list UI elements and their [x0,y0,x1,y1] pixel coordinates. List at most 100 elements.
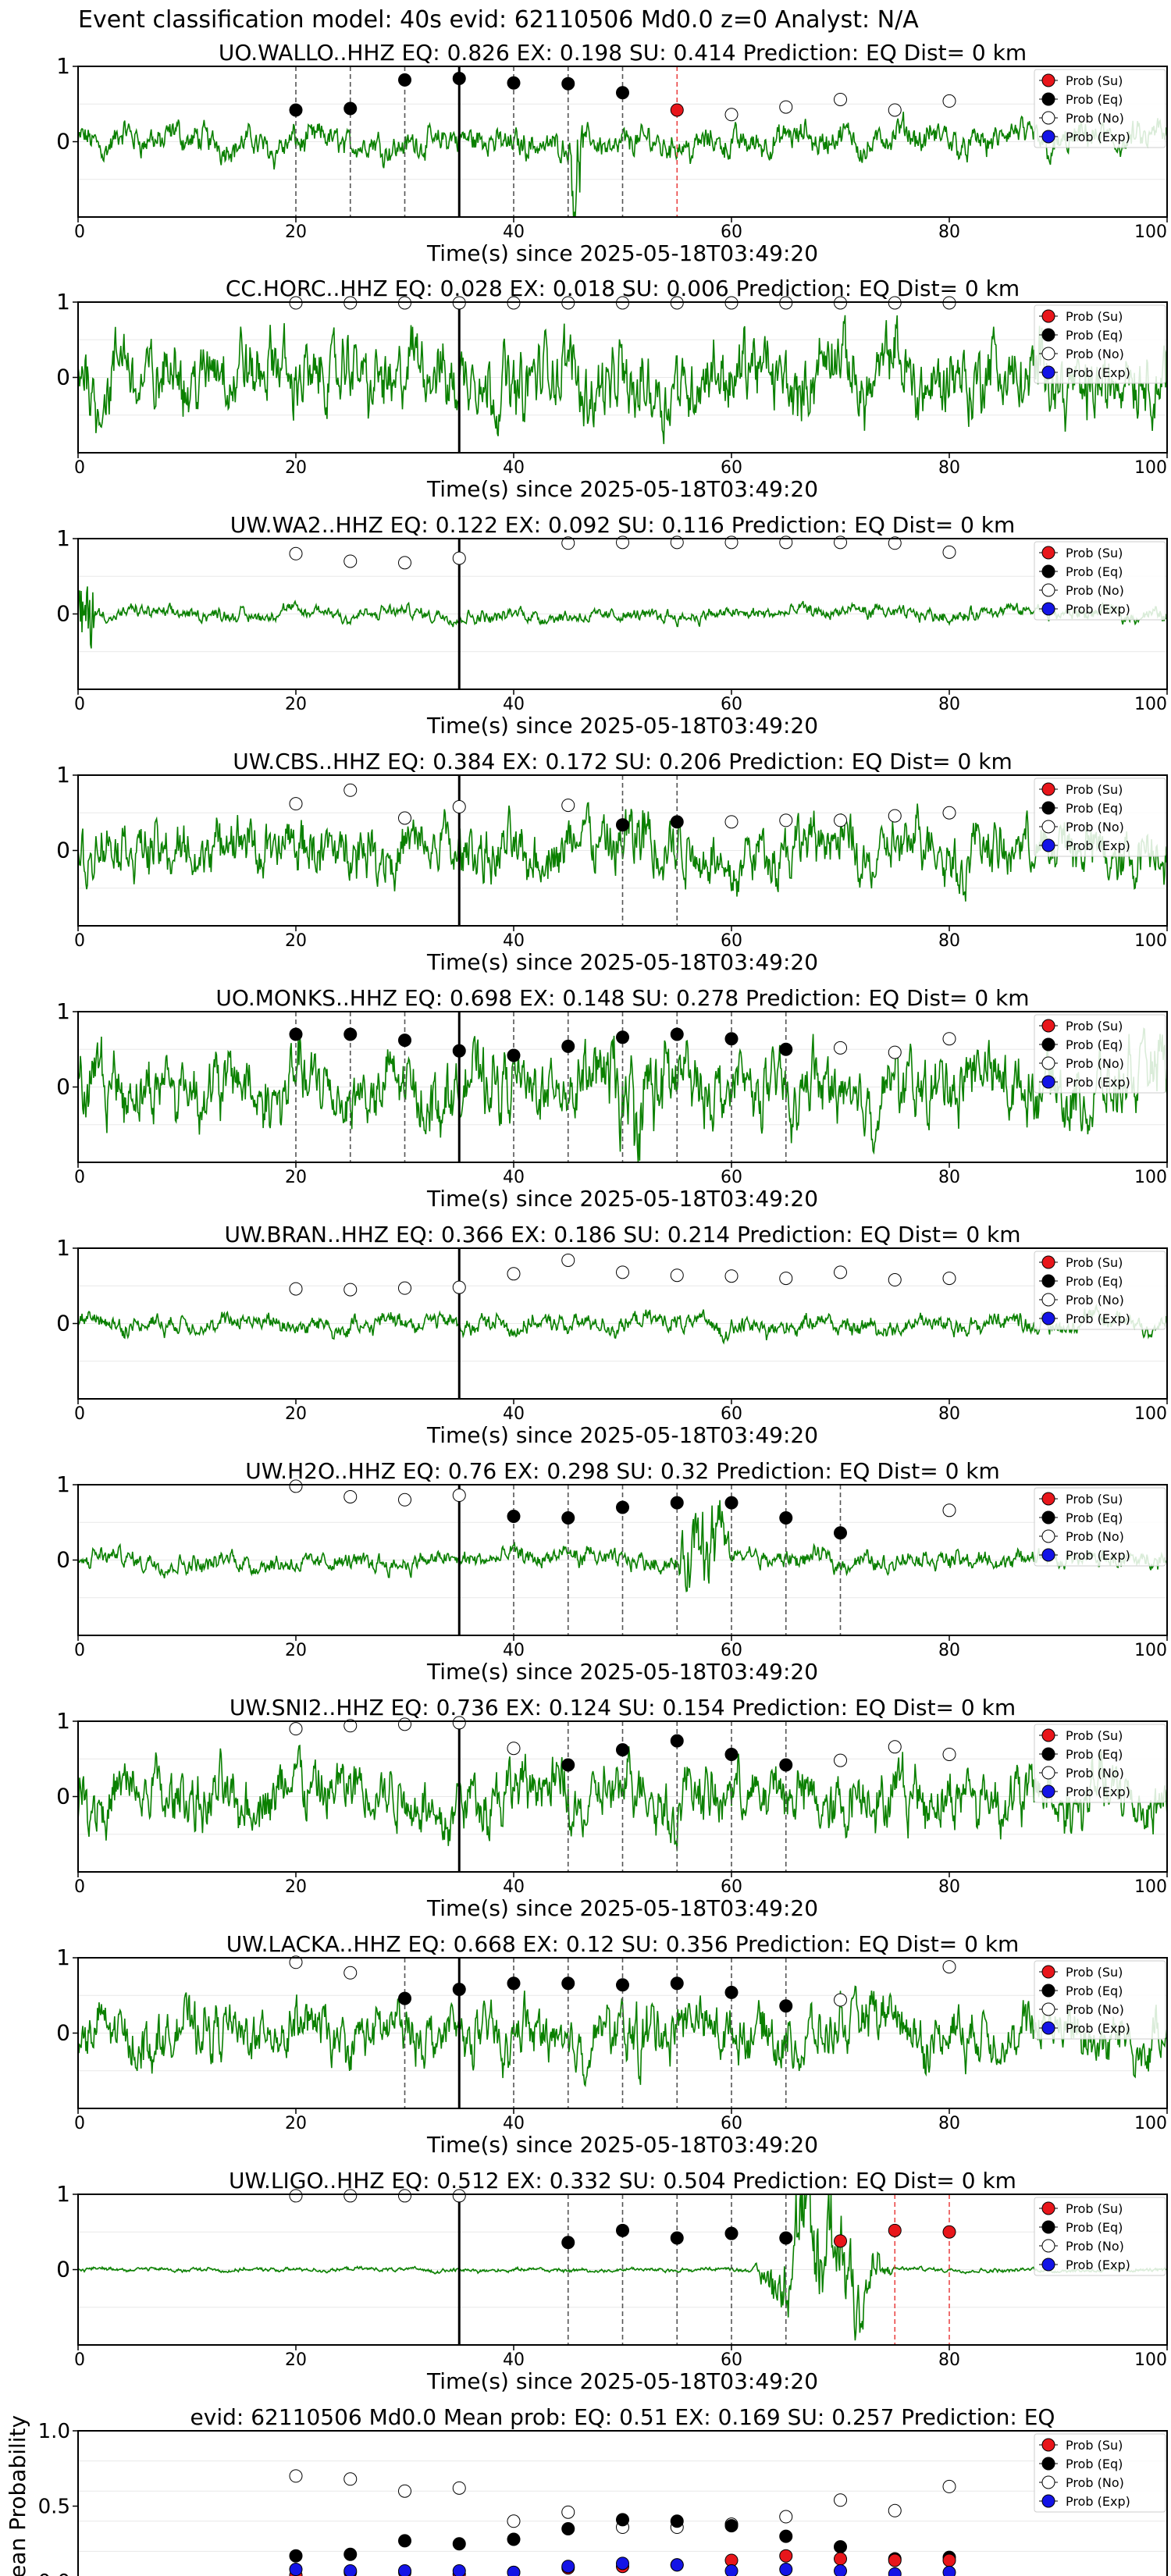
prob-point-eq [724,1496,739,1510]
prob-point-no [779,100,793,114]
legend-marker-no [1041,1293,1055,1307]
x-tick-label: 80 [938,2114,960,2133]
legend-marker-no [1041,2239,1055,2253]
mean-prob-point-no [779,2510,793,2524]
legend-marker-eq [1041,801,1055,815]
panel-title: UW.LIGO..HHZ EQ: 0.512 EX: 0.332 SU: 0.5… [229,2168,1016,2194]
legend-entry: Prob (No) [1066,2239,1124,2254]
legend-marker-no [1041,1766,1055,1780]
prob-point-eq [616,1743,629,1757]
prob-point-no [942,94,956,108]
x-tick-label: 0 [74,2114,85,2133]
legend-entry: Prob (No) [1066,1766,1124,1781]
legend-entry: Prob (No) [1066,583,1124,598]
panel-8 [73,1955,1168,2114]
prob-point-no [561,1253,575,1267]
legend-entry: Prob (Su) [1066,782,1123,797]
prob-point-no [343,1966,358,1980]
prob-point-eq [561,1976,575,1991]
y-tick-label: 0 [56,838,70,863]
prob-point-no [888,809,902,823]
prob-point-no [942,1747,956,1761]
legend-marker-exp [1041,1548,1055,1562]
x-tick-label: 100 [1134,695,1167,714]
panel-1 [73,296,1168,458]
panel-title: UW.H2O..HHZ EQ: 0.76 EX: 0.298 SU: 0.32 … [245,1458,1000,1484]
x-tick-label: 40 [503,222,525,242]
legend-marker-eq [1041,2457,1055,2471]
legend-entry: Prob (Exp) [1066,1548,1130,1563]
legend-marker-su [1041,782,1055,796]
y-tick-label: 1 [56,1471,70,1497]
waveform-trace [78,2194,1167,2341]
mean-prob-point-no [507,2514,521,2528]
legend-entry: Prob (Eq) [1066,92,1123,107]
legend-marker-su [1041,1255,1055,1269]
legend-marker-exp [1041,365,1055,379]
mean-prob-point-no [289,2469,303,2483]
mean-prob-point-exp [942,2565,956,2576]
panel-title: UW.BRAN..HHZ EQ: 0.366 EX: 0.186 SU: 0.2… [224,1222,1020,1247]
y-tick-label: 1 [56,1944,70,1970]
legend-marker-exp [1041,1784,1055,1799]
x-tick-label: 60 [721,2114,742,2133]
x-axis-label: Time(s) since 2025-05-18T03:49:20 [426,476,818,502]
prob-point-eq [289,103,303,117]
y-tick-label: 0.0 [38,2571,70,2576]
prob-point-no [507,1742,521,1756]
legend-entry: Prob (Eq) [1066,1510,1123,1525]
x-tick-label: 60 [721,222,742,242]
legend-marker-eq [1041,1037,1055,1051]
x-tick-label: 0 [74,1168,85,1187]
prob-point-no [289,546,303,560]
legend-box [1034,1960,1166,2040]
mean-prob-point-su [779,2549,793,2563]
legend-entry: Prob (Exp) [1066,602,1130,617]
prob-point-eq [507,1510,521,1524]
y-axis-label: Mean Probability [5,2415,30,2576]
panel-title: UW.SNI2..HHZ EQ: 0.736 EX: 0.124 SU: 0.1… [230,1695,1016,1720]
prob-point-eq [561,2236,575,2250]
x-axis-label: Time(s) since 2025-05-18T03:49:20 [426,2132,818,2158]
prob-point-no [834,813,847,827]
legend-marker-exp [1041,2494,1055,2508]
mean-prob-point-exp [888,2567,902,2576]
mean-prob-point-exp [616,2556,629,2571]
x-tick-label: 20 [285,222,307,242]
legend-marker-no [1041,1529,1055,1543]
prob-point-eq [398,1034,411,1048]
legend-marker-eq [1041,328,1055,342]
x-tick-label: 100 [1134,222,1167,242]
prob-point-no [507,1267,521,1281]
x-tick-label: 20 [285,2350,307,2370]
prob-point-eq [398,73,411,87]
x-tick-label: 0 [74,1877,85,1897]
legend-entry: Prob (Su) [1066,1019,1123,1034]
legend-marker-su [1041,2201,1055,2215]
legend-marker-exp [1041,130,1055,144]
x-axis-label: Time(s) since 2025-05-18T03:49:20 [426,1895,818,1921]
prob-point-no [670,1268,684,1283]
panel-0 [73,66,1168,222]
prob-point-eq [670,815,684,829]
mean-prob-point-eq [507,2532,521,2546]
legend-entry: Prob (Su) [1066,1965,1123,1980]
prob-point-no [343,554,358,568]
mean-prob-point-su [834,2552,847,2566]
legend-entry: Prob (Exp) [1066,130,1130,144]
mean-prob-point-no [343,2472,358,2486]
prob-point-eq [616,818,629,832]
prob-point-no [834,1753,847,1767]
prob-point-eq [398,1991,411,2005]
prob-point-su [834,2234,847,2248]
prob-point-eq [670,2231,684,2245]
legend-entry: Prob (Eq) [1066,1274,1123,1289]
prob-point-eq [561,1510,575,1525]
waveform-trace [78,1303,1167,1345]
prob-point-no [942,1960,956,1974]
y-tick-label: 0.5 [38,2496,70,2519]
legend-marker-eq [1041,1747,1055,1761]
mean-prob-point-exp [670,2558,684,2572]
prob-point-eq [779,2231,793,2245]
panel-9 [73,2189,1168,2350]
